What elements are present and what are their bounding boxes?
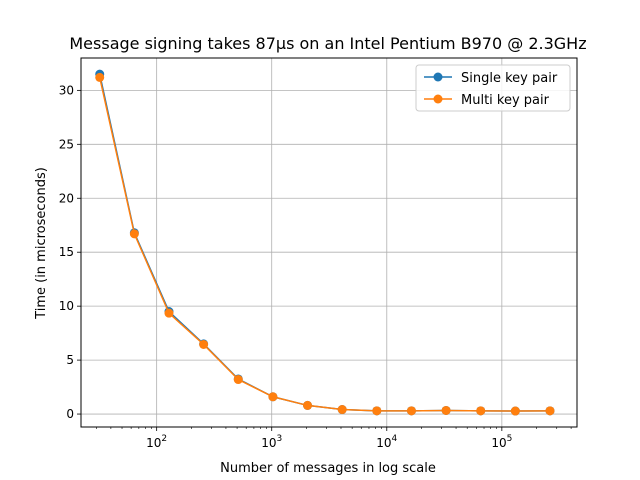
chart-title: Message signing takes 87µs on an Intel P… <box>69 34 586 53</box>
x-tick-label: 104 <box>376 434 397 450</box>
legend: Single key pair Multi key pair <box>415 64 571 112</box>
data-point <box>303 400 313 410</box>
data-point <box>233 375 243 385</box>
data-point <box>199 339 209 349</box>
y-tick-label: 25 <box>59 137 74 151</box>
data-point <box>406 406 416 416</box>
y-tick-label: 15 <box>59 245 74 259</box>
series-layer <box>95 69 555 416</box>
data-point <box>372 406 382 416</box>
x-axis-label: Number of messages in log scale <box>220 461 436 476</box>
y-tick-label: 20 <box>59 191 74 205</box>
legend-marker <box>433 94 443 104</box>
data-point <box>95 72 105 82</box>
legend-label: Multi key pair <box>461 93 550 108</box>
y-tick-label: 10 <box>59 299 74 313</box>
y-axis-label: Time (in microseconds) <box>34 167 49 320</box>
data-point <box>441 405 451 415</box>
y-tick-label: 0 <box>66 407 74 421</box>
data-point <box>129 229 139 239</box>
data-point <box>337 405 347 415</box>
x-tick-label: 105 <box>491 434 512 450</box>
y-axis: 0 5 10 15 20 25 30 <box>59 83 81 421</box>
x-axis: 102 103 104 105 <box>146 427 512 450</box>
series-line <box>98 77 551 412</box>
y-tick-label: 30 <box>59 83 74 97</box>
plot-area-frame <box>80 57 578 428</box>
data-point <box>164 308 174 318</box>
y-tick-label: 5 <box>66 353 74 367</box>
data-point <box>510 406 520 416</box>
data-point <box>476 406 486 416</box>
legend-box <box>415 64 571 112</box>
grid <box>81 58 577 427</box>
legend-marker <box>433 72 443 82</box>
series-2 <box>95 72 555 416</box>
x-tick-label: 103 <box>261 434 282 450</box>
data-point <box>545 406 555 416</box>
minor-ticks <box>96 427 572 429</box>
x-tick-label: 102 <box>146 434 167 450</box>
legend-label: Single key pair <box>461 71 558 86</box>
data-point <box>268 392 278 402</box>
